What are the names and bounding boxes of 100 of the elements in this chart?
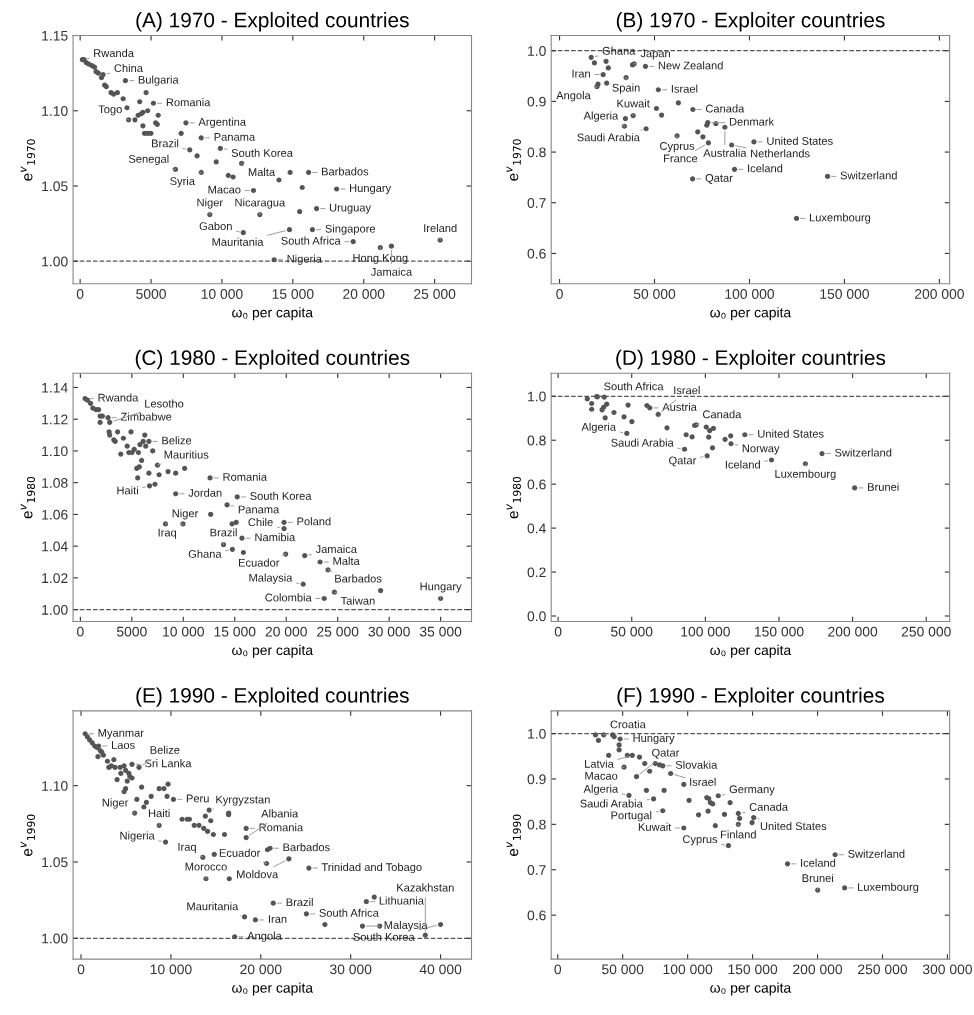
annotation: Switzerland: [835, 448, 892, 457]
annotation: Mauritania: [212, 237, 264, 246]
x-tick-label: 0: [77, 964, 85, 975]
y-tick-label: 1.10: [42, 446, 68, 457]
annotation: Nicaragua: [235, 198, 286, 209]
annotation: Israel: [690, 777, 716, 786]
x-axis-title: ω₀ per capita: [232, 644, 314, 658]
chart-title: (B) 1970 - Exploiter countries: [616, 12, 885, 32]
y-axis-title: e$^{v}$$_{1970}$: [506, 139, 521, 181]
y-tick-label: 0.4: [527, 523, 546, 534]
x-tick-label: 30 000: [329, 964, 372, 975]
x-tick-label: 250 000: [901, 626, 951, 637]
annotation: Kyrgyzstan: [216, 795, 270, 806]
x-tick-label: 100 000: [681, 626, 730, 637]
annotation: Lesotho: [145, 399, 184, 408]
annotation: Brunei: [802, 873, 834, 883]
annotation: United States: [760, 821, 827, 831]
annotation: Cyprus: [660, 142, 695, 153]
y-tick-label: 0.2: [527, 567, 546, 578]
x-axis-title: ω₀ per capita: [232, 307, 314, 321]
annotation: Austria: [662, 402, 697, 411]
y-tick-label: 0.8: [527, 147, 546, 158]
annotation: Luxembourg: [858, 882, 919, 894]
annotation: Namibia: [255, 533, 296, 542]
x-tick-label: 150 000: [754, 626, 804, 637]
annotation: Slovakia: [675, 760, 718, 769]
annotation: Ecuador: [238, 558, 280, 567]
annotation: Jamaica: [315, 544, 357, 554]
y-axis-title: e$^{v}$$_{1980}$: [20, 476, 36, 519]
annotation: Jamaica: [370, 267, 413, 276]
annotation: Netherlands: [751, 149, 810, 158]
y-tick-label: 0.0: [527, 611, 546, 622]
annotation: South Africa: [319, 908, 379, 917]
x-tick-label: 10 000: [150, 964, 192, 975]
chart-title: (E) 1990 - Exploited countries: [136, 687, 409, 707]
y-tick-label: 1.0: [528, 46, 546, 56]
annotation: Chile: [248, 517, 273, 527]
annotation: Algeria: [581, 422, 616, 434]
x-axis-title: ω₀ per capita: [710, 644, 792, 658]
annotation: Mauritania: [187, 902, 239, 911]
annotation: Haiti: [148, 809, 170, 818]
chart-title: (A) 1970 - Exploited countries: [136, 12, 409, 32]
annotation: Hungary: [420, 582, 462, 593]
annotation: Brazil: [286, 897, 313, 907]
annotation: Qatar: [652, 748, 680, 759]
y-tick-label: 1.10: [42, 780, 68, 791]
annotation: Algeria: [583, 111, 619, 122]
x-tick-label: 0: [76, 289, 84, 299]
x-tick-label: 0: [554, 626, 562, 637]
y-tick-label: 1.08: [42, 478, 68, 488]
annotation: Taiwan: [340, 596, 375, 605]
y-tick-label: 0.8: [527, 435, 546, 446]
annotation: South Korea: [231, 148, 293, 157]
annotation: Latvia: [585, 759, 614, 768]
annotation: Panama: [214, 133, 256, 141]
annotation: Algeria: [583, 784, 619, 795]
annotation: United States: [758, 429, 824, 438]
annotation: Luxembourg: [809, 213, 871, 224]
annotation: Brazil: [152, 139, 179, 148]
annotation: Albania: [261, 809, 299, 818]
x-tick-label: 20 000: [265, 626, 307, 637]
annotation: Poland: [297, 517, 331, 526]
annotation: Hungary: [633, 734, 675, 745]
y-tick-label: 1.10: [42, 106, 68, 116]
annotation: Iraq: [158, 528, 177, 539]
x-tick-label: 15 000: [272, 289, 314, 299]
annotation: Nigeria: [120, 831, 155, 842]
annotation: Norway: [742, 444, 780, 455]
annotation: Ecuador: [219, 848, 261, 857]
annotation: South Korea: [250, 491, 312, 500]
annotation: Kazakhstan: [397, 883, 454, 892]
annotation: Iceland: [725, 460, 760, 469]
annotation: Belize: [162, 436, 192, 445]
annotation: Lithuania: [379, 896, 424, 905]
annotation: Iceland: [801, 858, 836, 867]
annotation: Myanmar: [98, 729, 144, 739]
annotation: China: [114, 63, 143, 73]
annotation: New Zealand: [658, 61, 723, 70]
annotation: Jordan: [188, 488, 222, 497]
x-tick-label: 100 000: [725, 289, 775, 299]
x-tick-label: 50 000: [602, 964, 644, 975]
chart-title: (F) 1990 - Exploiter countries: [617, 687, 884, 707]
y-tick-label: 1.14: [42, 382, 68, 393]
annotation: Gabon: [199, 221, 232, 231]
annotation: Denmark: [729, 117, 775, 126]
annotation: Panama: [238, 505, 280, 514]
annotation: Colombia: [265, 593, 312, 602]
annotation: Morocco: [185, 862, 227, 871]
x-tick-label: 25 000: [414, 289, 456, 299]
y-tick-label: 0.6: [527, 248, 546, 259]
annotation: Qatar: [669, 456, 697, 467]
annotation: Syria: [170, 176, 195, 188]
annotation: Singapore: [325, 224, 376, 235]
x-tick-label: 5000: [116, 626, 147, 637]
annotation: Cyprus: [682, 835, 718, 846]
x-tick-label: 0: [554, 964, 562, 975]
annotation: Israel: [671, 84, 698, 93]
annotation: Zimbabwe: [120, 412, 172, 421]
annotation: Mauritius: [164, 450, 209, 459]
annotation: Hungary: [350, 184, 392, 195]
